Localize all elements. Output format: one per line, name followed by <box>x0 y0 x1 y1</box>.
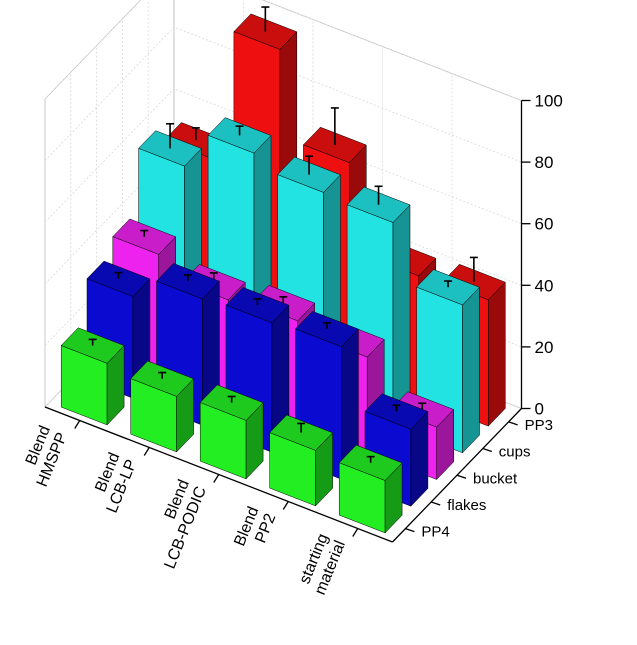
z-tick-label: 60 <box>535 215 554 234</box>
category-tick-label: BlendLCB-PODIC <box>144 477 209 571</box>
depth-tick-label: PP3 <box>525 417 553 434</box>
z-gridline <box>44 88 522 225</box>
category-tick-label: BlendHMSPP <box>17 423 71 489</box>
depth-tick <box>405 528 415 533</box>
bar <box>338 444 403 534</box>
z-tick-label: 40 <box>535 276 554 295</box>
bar-top-face <box>199 384 264 421</box>
category-tick-label: BlendLCB-LP <box>87 450 141 515</box>
bar <box>130 360 195 453</box>
depth-tick-label: flakes <box>447 497 486 514</box>
bar-side-face <box>462 286 480 454</box>
z-tick-label: 0 <box>535 400 544 419</box>
z-tick-label: 80 <box>535 153 554 172</box>
depth-tick <box>456 474 467 479</box>
depth-axis: PP4 flakes bucket cups PP3 <box>392 408 553 543</box>
bar-top-face <box>338 444 403 481</box>
category-tick <box>282 501 289 510</box>
bar-top-face <box>225 287 290 324</box>
depth-tick <box>430 501 441 506</box>
category-tick-label: BlendPP2 <box>231 504 279 555</box>
z-gridline <box>44 0 522 101</box>
depth-tick <box>508 421 518 426</box>
category-tick <box>143 447 150 456</box>
z-gridline <box>44 26 522 163</box>
category-tick <box>74 420 81 429</box>
depth-tick <box>482 447 493 453</box>
bar-side-face <box>488 281 506 427</box>
bar <box>269 414 334 507</box>
bars <box>60 6 506 534</box>
category-tick <box>352 528 359 537</box>
depth-tick-label: PP4 <box>421 524 449 541</box>
bar-top-face <box>277 156 341 193</box>
z-tick-label: 20 <box>535 338 554 357</box>
depth-tick-label: cups <box>499 444 531 461</box>
bar <box>60 327 125 426</box>
bar <box>199 384 264 480</box>
depth-tick-label: bucket <box>473 470 518 487</box>
category-tick-label: startingmaterial <box>295 531 349 597</box>
z-axis: 0 20 40 60 80 100 <box>520 92 563 419</box>
z-tick-label: 100 <box>535 92 563 111</box>
category-tick <box>213 474 220 483</box>
